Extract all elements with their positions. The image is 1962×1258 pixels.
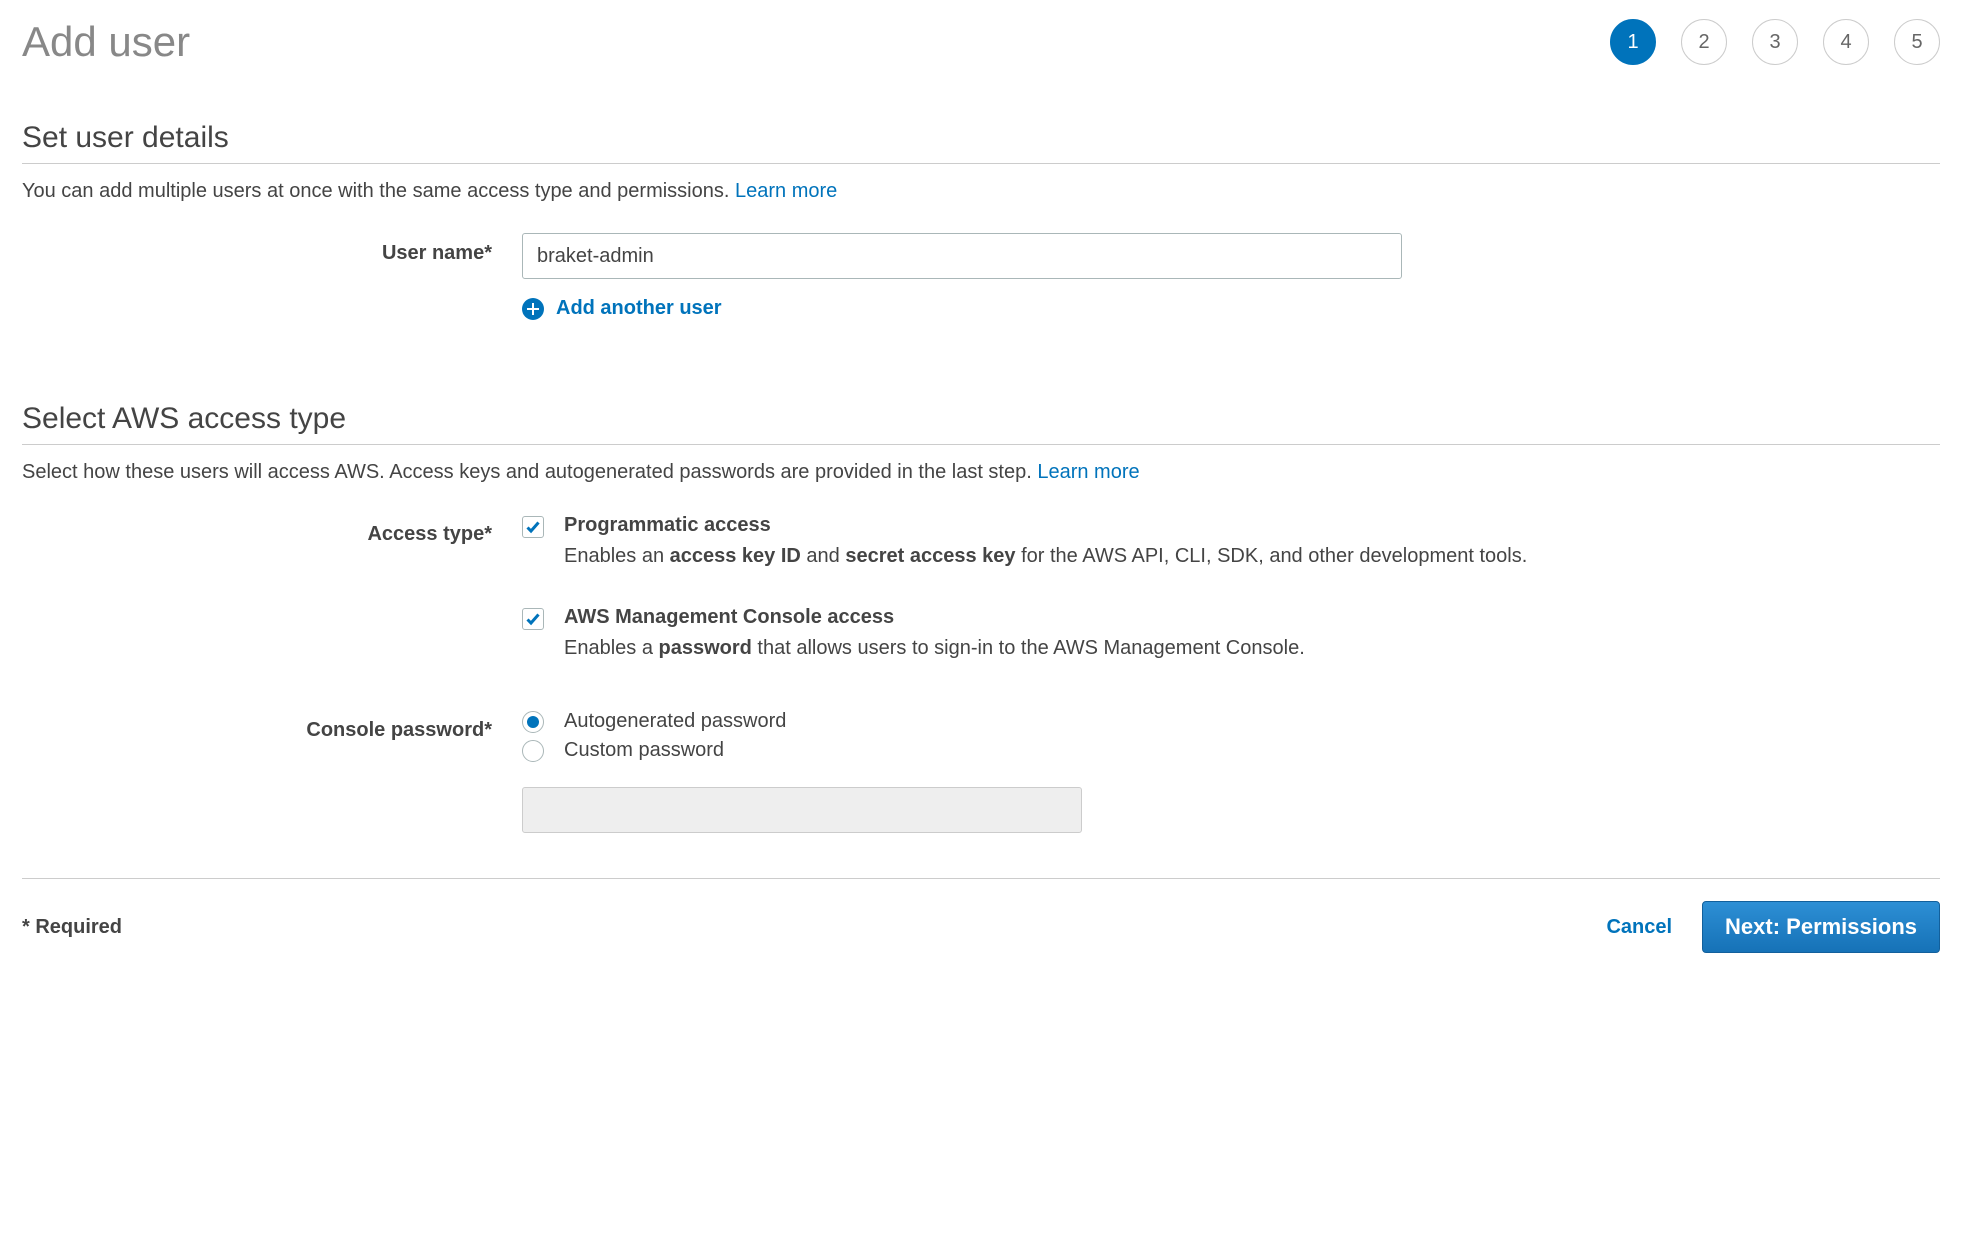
autogenerated-password-label: Autogenerated password — [564, 710, 786, 733]
console-access-checkbox[interactable] — [522, 608, 544, 630]
console-access-desc: Enables a password that allows users to … — [564, 633, 1624, 663]
learn-more-link[interactable]: Learn more — [735, 180, 837, 202]
step-4[interactable]: 4 — [1823, 19, 1869, 65]
step-2[interactable]: 2 — [1681, 19, 1727, 65]
add-another-label: Add another user — [556, 297, 722, 320]
section-desc-user-details: You can add multiple users at once with … — [22, 180, 1940, 203]
username-input[interactable] — [522, 233, 1402, 279]
programmatic-access-checkbox[interactable] — [522, 516, 544, 538]
custom-password-radio[interactable] — [522, 740, 544, 762]
plus-circle-icon — [522, 298, 544, 320]
step-3[interactable]: 3 — [1752, 19, 1798, 65]
custom-password-input — [522, 787, 1082, 833]
next-permissions-button[interactable]: Next: Permissions — [1702, 901, 1940, 953]
username-label: User name* — [22, 233, 522, 265]
section-desc-access-type: Select how these users will access AWS. … — [22, 461, 1940, 484]
access-type-label: Access type* — [22, 514, 522, 546]
programmatic-access-desc: Enables an access key ID and secret acce… — [564, 541, 1624, 571]
step-1[interactable]: 1 — [1610, 19, 1656, 65]
learn-more-link[interactable]: Learn more — [1037, 461, 1139, 483]
required-note: * Required — [22, 916, 122, 939]
section-desc-text: You can add multiple users at once with … — [22, 180, 735, 202]
autogenerated-password-radio[interactable] — [522, 711, 544, 733]
wizard-stepper: 1 2 3 4 5 — [1610, 19, 1940, 65]
section-title-access-type: Select AWS access type — [22, 402, 1940, 445]
programmatic-access-title: Programmatic access — [564, 514, 1624, 537]
console-access-title: AWS Management Console access — [564, 606, 1624, 629]
step-5[interactable]: 5 — [1894, 19, 1940, 65]
section-title-user-details: Set user details — [22, 121, 1940, 164]
section-desc-text: Select how these users will access AWS. … — [22, 461, 1037, 483]
custom-password-label: Custom password — [564, 739, 724, 762]
page-title: Add user — [22, 18, 190, 66]
console-password-label: Console password* — [22, 710, 522, 742]
cancel-button[interactable]: Cancel — [1606, 916, 1672, 939]
add-another-user-button[interactable]: Add another user — [522, 297, 1940, 320]
